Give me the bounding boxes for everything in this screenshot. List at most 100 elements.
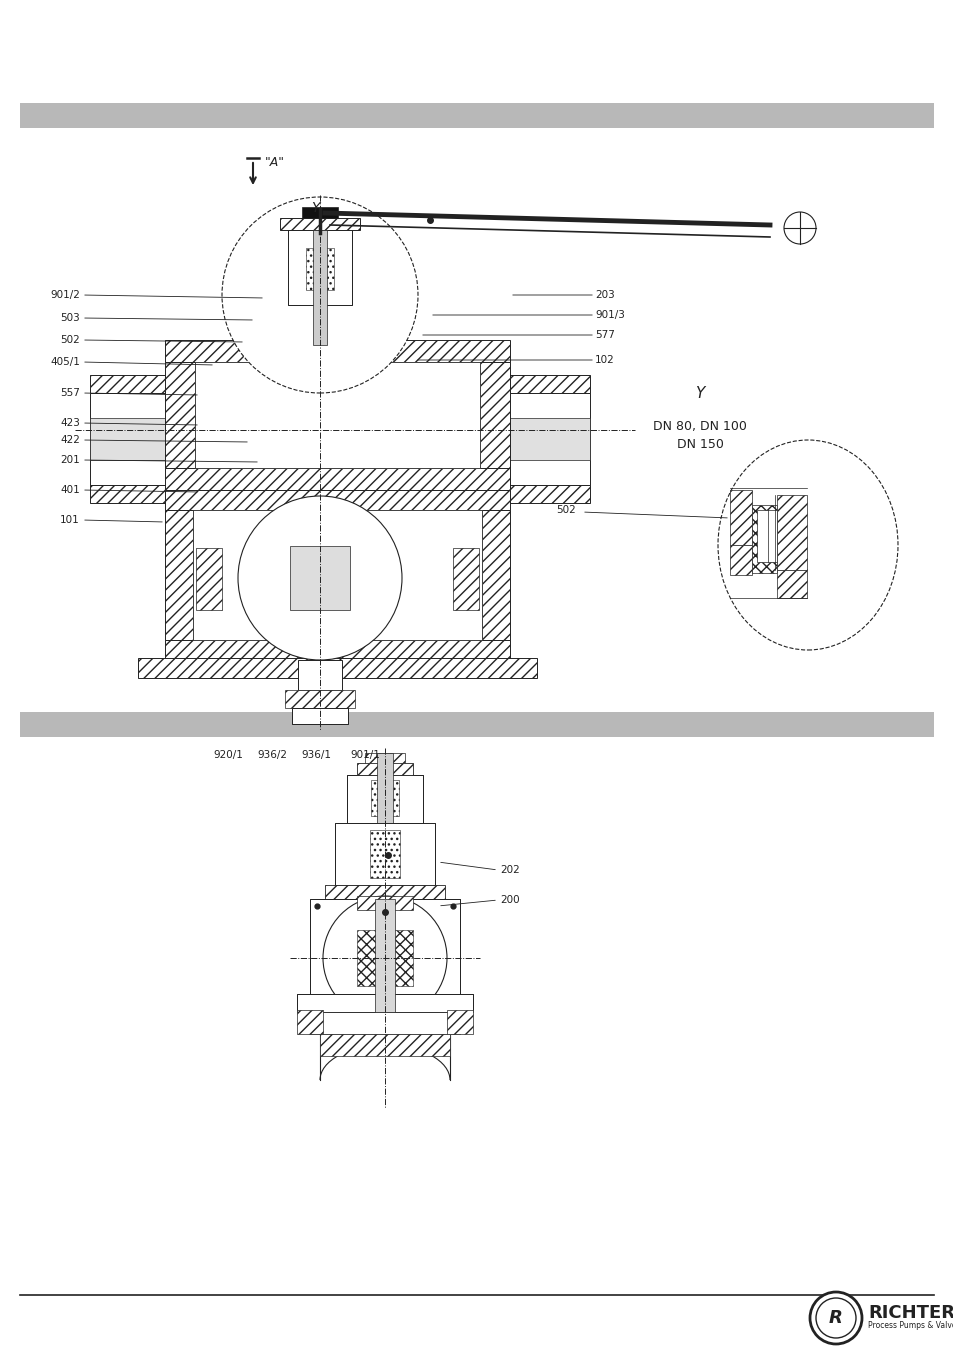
Ellipse shape	[718, 440, 897, 650]
Bar	[335, 823, 353, 885]
Text: 102: 102	[595, 355, 614, 365]
Bar	[339, 230, 352, 305]
Bar	[165, 362, 194, 467]
Text: 557: 557	[60, 388, 80, 399]
Bar	[437, 898, 459, 994]
Bar	[319, 1034, 450, 1056]
Circle shape	[323, 896, 447, 1020]
Circle shape	[237, 496, 401, 661]
Bar	[90, 393, 170, 485]
Bar	[453, 549, 478, 611]
Bar	[195, 549, 222, 611]
Text: Process Pumps & Valves: Process Pumps & Valves	[867, 1320, 953, 1329]
Bar	[90, 417, 170, 459]
Bar	[347, 775, 360, 823]
Bar	[285, 690, 355, 708]
Bar	[292, 708, 348, 724]
Text: 202: 202	[499, 865, 519, 875]
Text: DN 80, DN 100
DN 150: DN 80, DN 100 DN 150	[653, 420, 746, 451]
Text: 201: 201	[60, 455, 80, 465]
Bar	[729, 490, 751, 544]
Bar	[416, 823, 435, 885]
Bar	[310, 898, 459, 994]
Bar	[165, 509, 193, 640]
Bar	[288, 230, 352, 305]
Text: 936/2: 936/2	[256, 750, 287, 761]
Bar	[447, 1011, 473, 1034]
Bar	[297, 661, 341, 690]
Bar	[510, 417, 589, 459]
Bar	[310, 898, 332, 994]
Bar	[165, 340, 510, 362]
Bar	[288, 230, 299, 305]
Text: 577: 577	[595, 330, 615, 340]
Text: 401: 401	[60, 485, 80, 494]
Bar	[292, 708, 348, 724]
Bar	[296, 994, 473, 1012]
Text: 422: 422	[60, 435, 80, 444]
Bar	[20, 712, 933, 738]
Bar	[280, 218, 359, 230]
Text: Y: Y	[695, 385, 704, 400]
Bar	[365, 753, 405, 763]
Bar	[375, 898, 395, 1012]
Bar	[751, 505, 776, 573]
Bar	[510, 393, 589, 485]
Bar	[138, 658, 537, 678]
Bar	[296, 1011, 323, 1034]
Bar	[370, 830, 399, 878]
Bar	[409, 775, 422, 823]
Text: R: R	[828, 1309, 842, 1327]
Bar	[356, 929, 413, 986]
Text: 101: 101	[60, 515, 80, 526]
Bar	[20, 103, 933, 128]
Bar	[313, 230, 327, 345]
Bar	[310, 1012, 459, 1034]
Bar	[296, 994, 473, 1012]
Bar	[776, 570, 806, 598]
Bar	[510, 376, 589, 393]
Bar	[165, 490, 510, 509]
Text: 502: 502	[60, 335, 80, 345]
Bar	[356, 896, 413, 911]
Text: 920/1: 920/1	[213, 750, 243, 761]
Circle shape	[783, 212, 815, 245]
Bar	[165, 467, 510, 490]
Text: 423: 423	[60, 417, 80, 428]
Text: 200: 200	[499, 894, 519, 905]
Bar	[356, 763, 413, 775]
Text: "A": "A"	[265, 157, 285, 169]
Bar	[479, 362, 510, 467]
Text: 405/1: 405/1	[51, 357, 80, 367]
Circle shape	[222, 197, 417, 393]
Bar	[306, 249, 334, 290]
Bar	[290, 546, 350, 611]
Bar	[90, 376, 170, 393]
Bar	[194, 362, 479, 467]
Bar	[481, 509, 510, 640]
Bar	[335, 823, 435, 885]
Bar	[437, 1012, 459, 1034]
Circle shape	[815, 1298, 855, 1337]
Bar	[757, 509, 776, 562]
Bar	[90, 485, 170, 503]
Text: 203: 203	[595, 290, 614, 300]
Text: Y: Y	[311, 201, 319, 215]
Text: 901/1: 901/1	[350, 750, 379, 761]
Text: 502: 502	[556, 505, 576, 515]
Text: 503: 503	[60, 313, 80, 323]
Bar	[776, 494, 806, 570]
Circle shape	[809, 1292, 862, 1344]
Bar	[510, 485, 589, 503]
Bar	[310, 1012, 332, 1034]
Bar	[165, 640, 510, 661]
Text: 901/2: 901/2	[51, 290, 80, 300]
Bar	[347, 775, 422, 823]
Text: RICHTER: RICHTER	[867, 1304, 953, 1323]
Bar	[371, 780, 398, 816]
Text: 901/3: 901/3	[595, 309, 624, 320]
Bar	[302, 207, 337, 218]
Text: 936/1: 936/1	[301, 750, 331, 761]
Bar	[376, 753, 393, 1028]
Bar	[193, 509, 481, 640]
